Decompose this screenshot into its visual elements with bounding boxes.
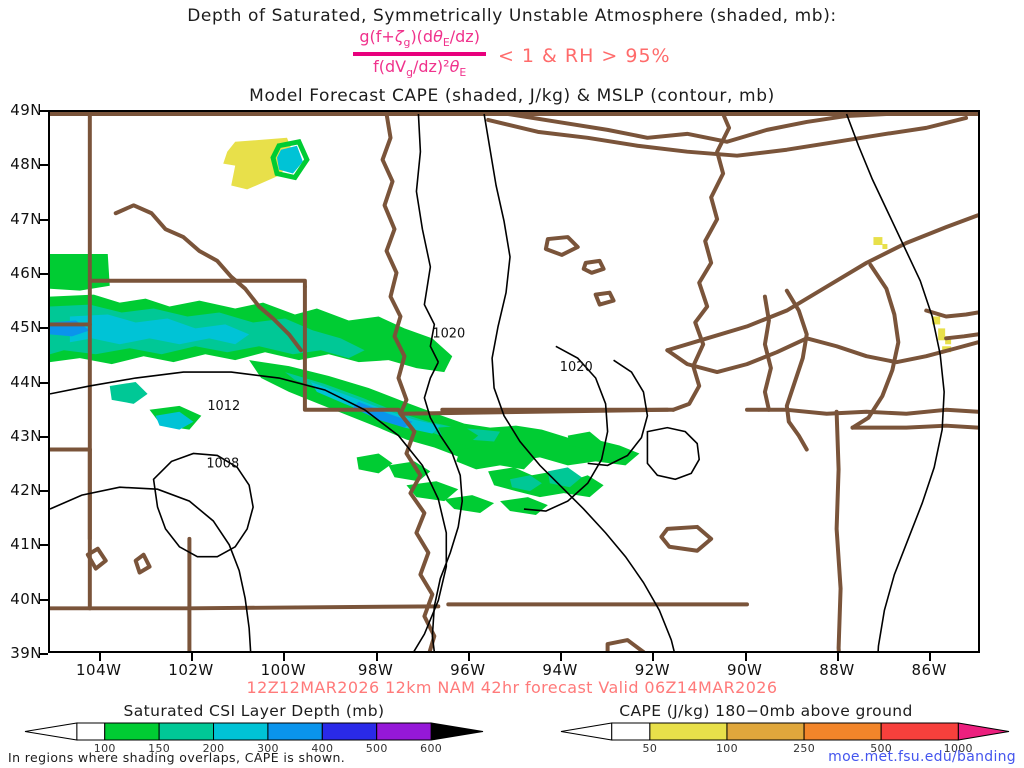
lat-tick-label-47N: 47N: [10, 209, 42, 228]
contour-label-1012: 1012: [207, 399, 240, 414]
csi-tick-500: 500: [365, 742, 388, 755]
cape-swatch-3[interactable]: [880, 722, 959, 741]
cape-tick-250: 250: [793, 742, 815, 755]
lon-tick-mark: [836, 653, 839, 661]
lat-tick-label-39N: 39N: [10, 644, 42, 662]
lon-tick-mark: [283, 653, 286, 661]
cape-colorbar[interactable]: 50 100 250 500 1000: [560, 722, 1010, 756]
lon-tick-label-96W: 96W: [450, 661, 486, 679]
lat-tick-label-48N: 48N: [10, 155, 42, 174]
csi-tick-100: 100: [93, 742, 116, 755]
lat-tick-label-43N: 43N: [10, 426, 42, 445]
lon-tick-label-86W: 86W: [911, 661, 947, 679]
csi-tick-labels: 100 150 200 300 400 500 600: [24, 742, 484, 756]
cape-swatch-0[interactable]: [649, 722, 728, 741]
lon-tick-mark: [652, 653, 655, 661]
formula-block: g(f+ζg)(dθE/dz) f(dVg/dz)²θE < 1 & RH > …: [0, 27, 1024, 79]
lon-tick-label-104W: 104W: [76, 661, 122, 679]
overlap-note: In regions where shading overlaps, CAPE …: [8, 750, 346, 765]
lon-tick-mark: [98, 653, 101, 661]
page-subtitle: Model Forecast CAPE (shaded, J/kg) & MSL…: [249, 86, 775, 106]
map-canvas: 1020 1020 1012 1008: [50, 112, 978, 651]
lon-tick-mark: [191, 653, 194, 661]
lat-tick-mark: [40, 272, 48, 275]
shaded-csi-depth: [50, 253, 640, 516]
page-title: Depth of Saturated, Symmetrically Unstab…: [187, 6, 837, 26]
lon-tick-label-88W: 88W: [819, 661, 855, 679]
lon-tick-mark: [929, 653, 932, 661]
cape-tick-labels: 50 100 250 500 1000: [560, 742, 1010, 756]
forecast-valid-time: 12Z12MAR2026 12km NAM 42hr forecast Vali…: [246, 678, 778, 697]
lat-tick-mark: [40, 598, 48, 601]
lat-tick-mark: [40, 327, 48, 330]
lon-tick-mark: [467, 653, 470, 661]
lat-tick-label-45N: 45N: [10, 318, 42, 337]
forecast-map[interactable]: 1020 1020 1012 1008: [48, 110, 980, 653]
csi-tick-400: 400: [311, 742, 334, 755]
csi-colorbar-title: Saturated CSI Layer Depth (mb): [123, 702, 385, 720]
csi-swatch-4[interactable]: [321, 722, 378, 741]
csi-swatch-0[interactable]: [104, 722, 160, 741]
lat-tick-label-46N: 46N: [10, 263, 42, 282]
lat-tick-mark: [40, 435, 48, 438]
cape-swatches[interactable]: [560, 722, 1010, 741]
cape-tick-1000: 1000: [943, 742, 973, 755]
csi-swatch-3[interactable]: [267, 722, 323, 741]
lon-tick-label-94W: 94W: [542, 661, 578, 679]
lat-tick-mark: [40, 653, 48, 655]
csi-colorbar[interactable]: 100 150 200 300 400 500 600: [24, 722, 484, 756]
lat-tick-label-44N: 44N: [10, 372, 42, 391]
lat-tick-label-42N: 42N: [10, 481, 42, 500]
csi-swatches[interactable]: [24, 722, 484, 741]
lat-tick-mark: [40, 490, 48, 493]
lon-tick-label-90W: 90W: [726, 661, 763, 679]
cape-swatch-2[interactable]: [803, 722, 882, 741]
lat-tick-mark: [40, 381, 48, 384]
formula-inequality: < 1 & RH > 95%: [497, 44, 671, 67]
lon-tick-label-92W: 92W: [634, 661, 671, 679]
mslp-contours: [50, 113, 945, 651]
lon-tick-label-102W: 102W: [168, 661, 214, 679]
cape-tick-100: 100: [716, 742, 738, 755]
lon-tick-mark: [744, 653, 747, 661]
csi-swatch-2[interactable]: [213, 722, 269, 741]
lon-tick-label-100W: 100W: [260, 661, 307, 679]
cape-tick-50: 50: [642, 742, 658, 755]
cape-swatch-1[interactable]: [726, 722, 805, 741]
lat-tick-label-49N: 49N: [10, 101, 42, 119]
lat-tick-label-40N: 40N: [10, 589, 42, 608]
lat-tick-mark: [40, 110, 48, 112]
formula-denominator: f(dVg/dz)²θE: [373, 56, 467, 79]
csi-criterion-fraction: g(f+ζg)(dθE/dz) f(dVg/dz)²θE: [353, 27, 486, 79]
fraction-bar: [353, 51, 486, 56]
csi-tick-600: 600: [420, 742, 443, 755]
lon-tick-mark: [375, 653, 378, 661]
lat-tick-mark: [40, 544, 48, 547]
lat-tick-mark: [40, 164, 48, 167]
source-link[interactable]: moe.met.fsu.edu/banding: [828, 749, 1016, 765]
csi-tick-300: 300: [256, 742, 279, 755]
contour-label-1008: 1008: [206, 456, 239, 471]
csi-swatch-5[interactable]: [376, 722, 432, 741]
contour-value-labels: 1020 1020 1012 1008: [206, 326, 592, 471]
contour-label-1020-b: 1020: [560, 360, 593, 375]
formula-numerator: g(f+ζg)(dθE/dz): [359, 27, 480, 50]
lon-tick-mark: [560, 653, 563, 661]
csi-tick-200: 200: [202, 742, 225, 755]
state-borders: [50, 112, 978, 651]
contour-label-1020: 1020: [432, 326, 465, 341]
lat-tick-label-41N: 41N: [10, 535, 42, 554]
lat-tick-mark: [40, 218, 48, 221]
cape-colorbar-title: CAPE (J/kg) 180−0mb above ground: [619, 702, 913, 720]
cape-tick-500: 500: [870, 742, 893, 755]
csi-swatch-1[interactable]: [158, 722, 215, 741]
lon-tick-label-98W: 98W: [357, 661, 394, 679]
csi-tick-150: 150: [148, 742, 171, 755]
